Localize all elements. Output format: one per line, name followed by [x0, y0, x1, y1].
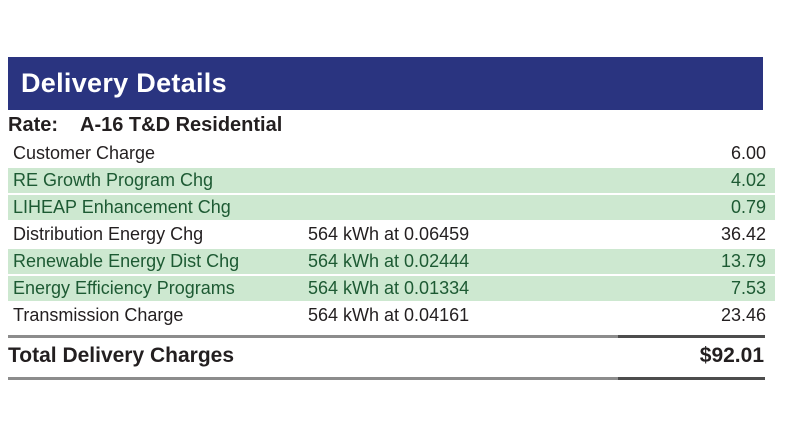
charge-usage: 564 kWh at 0.01334 [308, 278, 470, 298]
rate-line: Rate: A-16 T&D Residential [8, 114, 282, 137]
rate-value: A-16 T&D Residential [80, 114, 283, 136]
charge-label: RE Growth Program Chg [13, 170, 214, 190]
charge-row: Renewable Energy Dist Chg 564 kWh at 0.0… [8, 249, 775, 274]
section-title: Delivery Details [21, 68, 227, 98]
charges-table: Customer Charge 6.00 RE Growth Program C… [8, 141, 775, 330]
charge-usage: 564 kWh at 0.04161 [308, 305, 470, 325]
charge-amount: 0.79 [730, 197, 766, 217]
charge-row: Customer Charge 6.00 [8, 141, 775, 166]
charge-amount: 23.46 [720, 305, 766, 325]
charge-amount: 6.00 [730, 143, 766, 163]
charge-amount: 7.53 [730, 278, 766, 298]
charge-row: RE Growth Program Chg 4.02 [8, 168, 775, 193]
charge-usage: 564 kWh at 0.06459 [308, 224, 470, 244]
divider-top [8, 335, 765, 338]
charge-label: Distribution Energy Chg [13, 224, 204, 244]
charge-label: Customer Charge [13, 143, 156, 163]
charge-row: Energy Efficiency Programs 564 kWh at 0.… [8, 276, 775, 301]
charge-amount: 36.42 [720, 224, 766, 244]
divider-bottom-dark-segment [618, 377, 765, 380]
section-header-bar: Delivery Details [8, 57, 763, 110]
charge-row: LIHEAP Enhancement Chg 0.79 [8, 195, 775, 220]
total-amount: $92.01 [699, 344, 764, 367]
charge-label: Renewable Energy Dist Chg [13, 251, 240, 271]
charge-row: Transmission Charge 564 kWh at 0.04161 2… [8, 303, 775, 328]
rate-label: Rate: [8, 114, 59, 136]
total-row: Total Delivery Charges $92.01 [8, 344, 765, 370]
charge-label: LIHEAP Enhancement Chg [13, 197, 231, 217]
charge-usage: 564 kWh at 0.02444 [308, 251, 470, 271]
charge-amount: 13.79 [720, 251, 766, 271]
total-label: Total Delivery Charges [8, 344, 235, 367]
charge-amount: 4.02 [730, 170, 766, 190]
charge-label: Energy Efficiency Programs [13, 278, 235, 298]
charge-row: Distribution Energy Chg 564 kWh at 0.064… [8, 222, 775, 247]
divider-bottom [8, 377, 765, 380]
divider-top-dark-segment [618, 335, 765, 338]
charge-label: Transmission Charge [13, 305, 184, 325]
